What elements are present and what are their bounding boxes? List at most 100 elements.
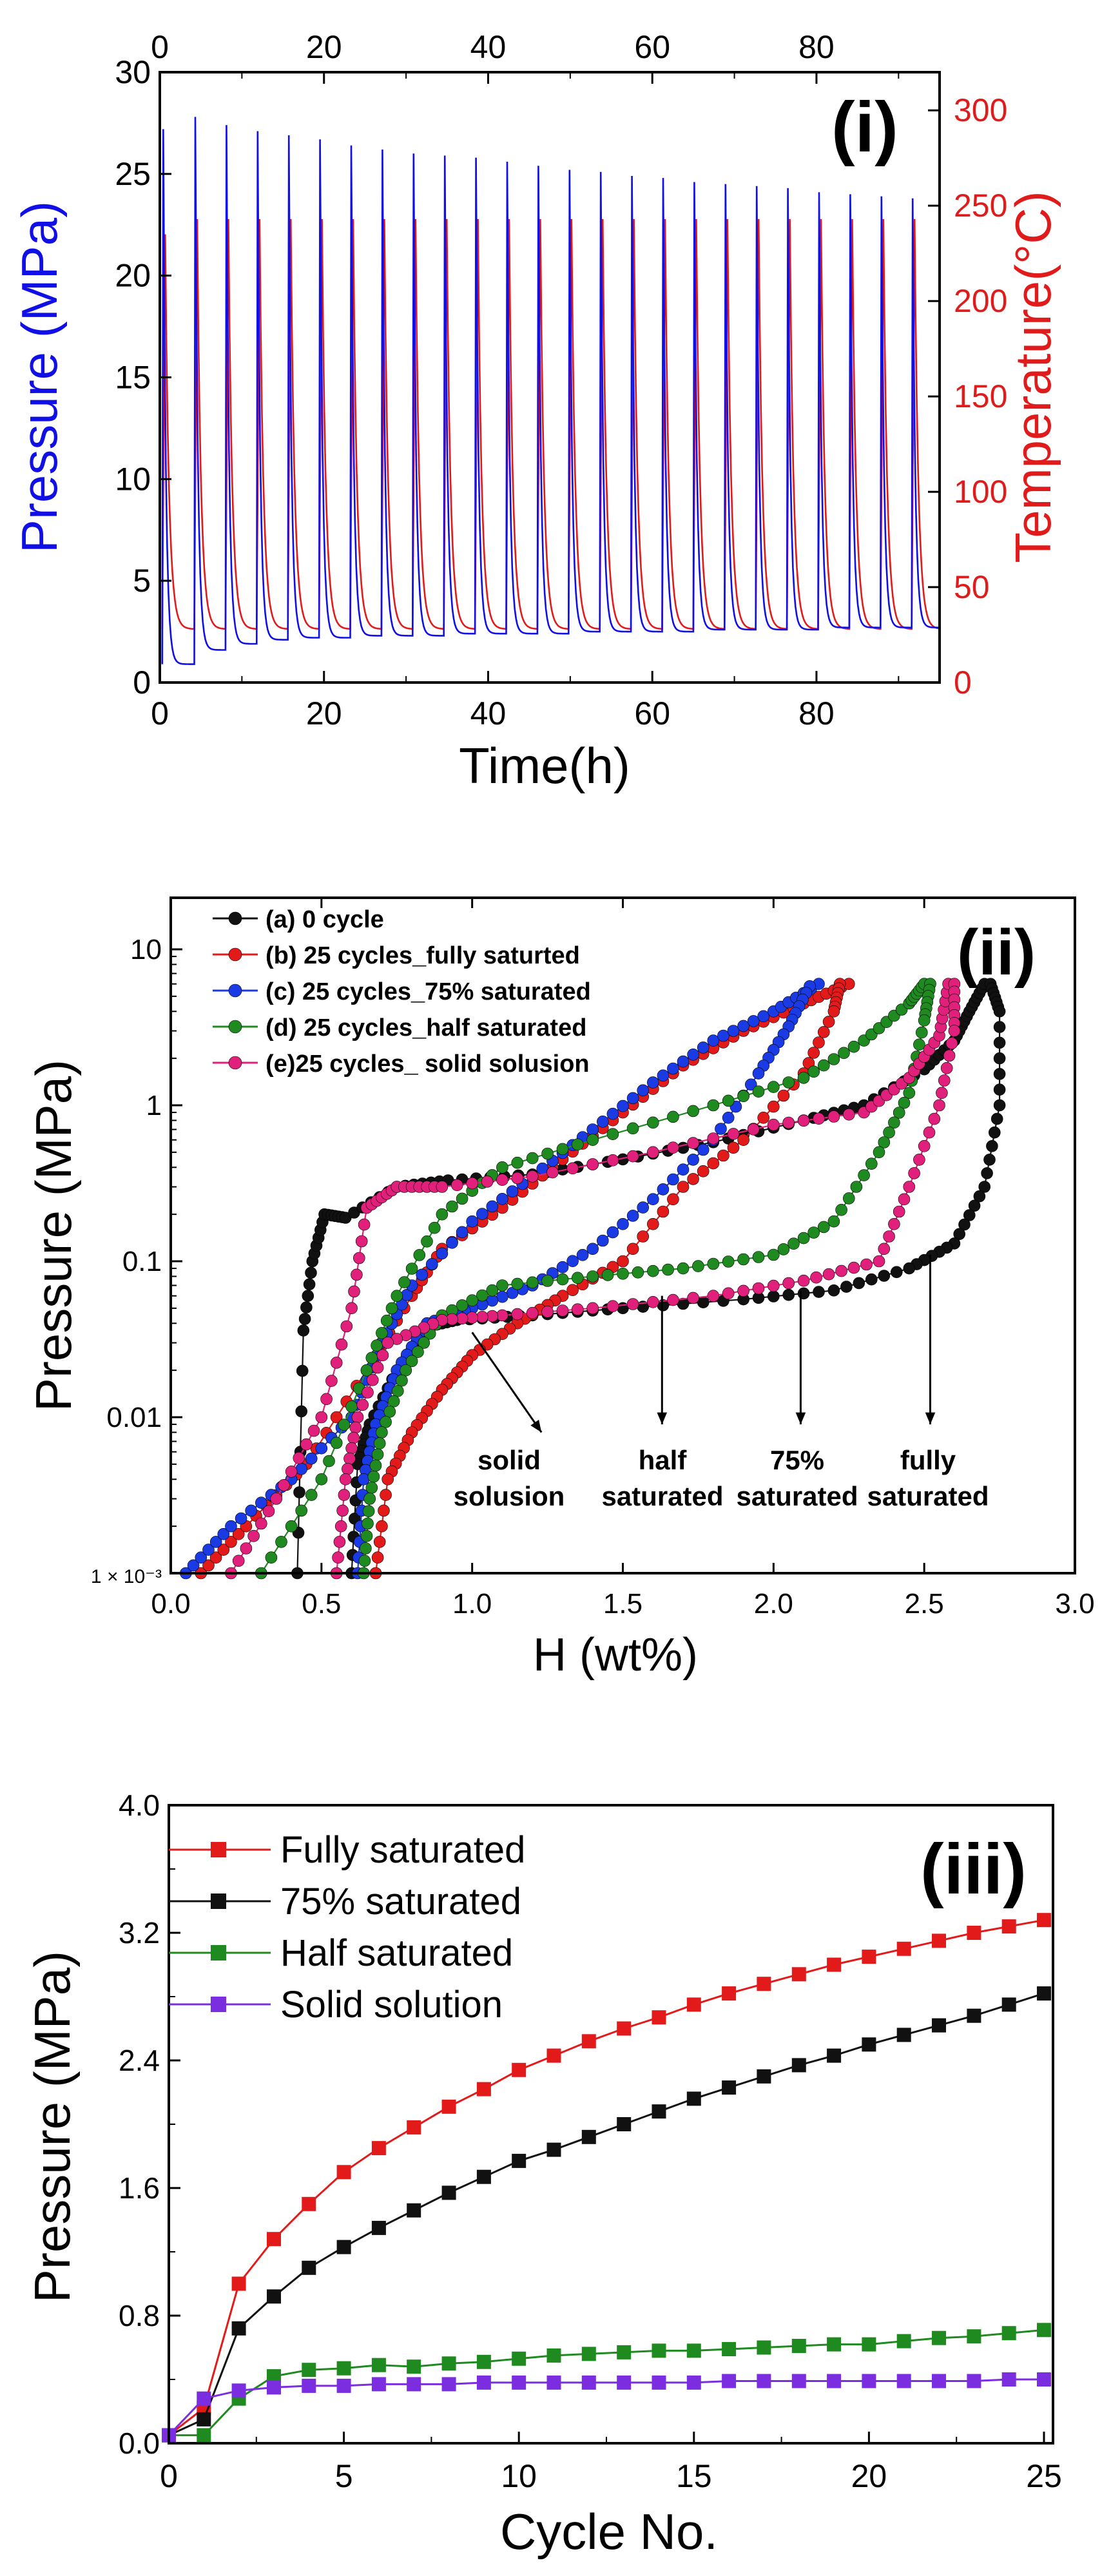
panel-i-axes: 0020204040606080800510152025300501001502… bbox=[115, 29, 1007, 731]
data-point bbox=[351, 1268, 363, 1281]
series-3 bbox=[255, 978, 936, 1580]
data-point bbox=[391, 1290, 403, 1302]
data-point bbox=[232, 1554, 245, 1567]
data-point bbox=[898, 1193, 911, 1206]
data-point bbox=[606, 1154, 619, 1167]
data-point bbox=[967, 1926, 981, 1940]
data-point bbox=[315, 1442, 328, 1455]
data-point bbox=[797, 1287, 810, 1300]
x-tick-label-bottom: 0 bbox=[151, 695, 169, 731]
data-point bbox=[752, 1067, 765, 1080]
data-point bbox=[506, 1185, 519, 1197]
data-point bbox=[232, 1528, 245, 1540]
data-point bbox=[657, 1069, 670, 1082]
data-point bbox=[677, 1181, 690, 1193]
data-point bbox=[496, 1309, 508, 1322]
data-point bbox=[285, 1466, 298, 1478]
data-point bbox=[387, 1395, 400, 1408]
data-point bbox=[827, 1053, 840, 1065]
data-point bbox=[843, 1109, 855, 1121]
legend-label: (d) 25 cycles_half saturated bbox=[266, 1014, 586, 1041]
data-point bbox=[382, 1473, 394, 1486]
data-point bbox=[617, 2021, 632, 2036]
data-point bbox=[338, 1419, 351, 1431]
data-point bbox=[626, 1243, 639, 1255]
data-point bbox=[626, 1298, 639, 1310]
panel-iii-axes: 0 5 10 15 20 25 0.0 0.8 1.6 2.4 3.2 4.0 bbox=[119, 1788, 1062, 2494]
data-point bbox=[581, 2375, 596, 2390]
data-point bbox=[782, 1076, 795, 1089]
data-point bbox=[380, 1314, 393, 1327]
legend-marker bbox=[211, 1997, 226, 2012]
data-point bbox=[687, 1137, 699, 1149]
data-point bbox=[978, 1181, 990, 1193]
x-tick-label-bottom: 40 bbox=[470, 695, 507, 731]
data-point bbox=[835, 1204, 847, 1216]
legend-label: (e)25 cycles_ solid solusion bbox=[266, 1051, 590, 1078]
annotation-arrow bbox=[471, 1332, 543, 1433]
data-point bbox=[586, 1302, 599, 1315]
data-point bbox=[810, 1271, 822, 1284]
data-point bbox=[428, 1221, 441, 1234]
data-point bbox=[918, 1140, 931, 1152]
series-line bbox=[168, 1992, 1045, 2436]
data-point bbox=[362, 1505, 375, 1518]
data-point bbox=[586, 1243, 599, 1255]
data-point bbox=[993, 1083, 1006, 1096]
data-point bbox=[476, 2375, 491, 2390]
panel-ii: 0.0 0.5 1.0 1.5 2.0 2.5 3.01 × 10⁻³0.010.1110 … bbox=[25, 896, 1095, 1681]
data-point bbox=[512, 2351, 527, 2366]
data-point bbox=[486, 1284, 499, 1297]
y-tick-label: 0 bbox=[133, 664, 151, 701]
data-point bbox=[667, 1110, 679, 1123]
x-tick-label: 1.5 bbox=[603, 1588, 642, 1620]
data-point bbox=[476, 1289, 488, 1302]
data-point bbox=[878, 1243, 891, 1255]
data-point bbox=[862, 1950, 876, 1964]
data-point bbox=[255, 1517, 267, 1530]
data-point bbox=[932, 2330, 946, 2345]
data-point bbox=[646, 1076, 659, 1089]
x-tick-label-top: 0 bbox=[151, 29, 169, 65]
data-point bbox=[626, 1092, 639, 1105]
data-point bbox=[626, 1122, 639, 1135]
panel-i-x-axis-label: Time(h) bbox=[459, 737, 630, 794]
data-point bbox=[847, 1261, 860, 1274]
data-point bbox=[546, 2048, 561, 2063]
data-point bbox=[231, 2321, 246, 2336]
data-point bbox=[862, 2337, 876, 2352]
data-point bbox=[667, 1193, 679, 1206]
data-point bbox=[511, 1172, 524, 1185]
data-point bbox=[293, 1486, 305, 1498]
data-point bbox=[255, 1496, 267, 1509]
data-point bbox=[657, 1205, 670, 1218]
data-point bbox=[278, 1479, 290, 1491]
data-point bbox=[556, 1261, 569, 1273]
data-point bbox=[356, 1399, 369, 1411]
data-point bbox=[336, 2378, 351, 2393]
data-point bbox=[247, 1530, 260, 1542]
data-point bbox=[586, 1134, 599, 1146]
data-point bbox=[933, 1099, 945, 1112]
data-point bbox=[606, 1300, 619, 1312]
data-point bbox=[526, 1152, 539, 1165]
data-point bbox=[371, 2220, 386, 2235]
y2-tick-label: 300 bbox=[954, 92, 1007, 128]
data-point bbox=[378, 1504, 390, 1517]
data-point bbox=[466, 1215, 479, 1228]
data-point bbox=[496, 1174, 508, 1186]
panel-i-y2-axis-label: Temperature(°C) bbox=[1005, 191, 1061, 563]
legend-marker bbox=[228, 947, 242, 962]
data-point bbox=[209, 1536, 222, 1548]
data-point bbox=[405, 1263, 418, 1275]
data-point bbox=[677, 1163, 690, 1176]
data-point bbox=[382, 1337, 394, 1349]
data-point bbox=[571, 1303, 584, 1315]
data-point bbox=[667, 1141, 679, 1154]
data-point bbox=[476, 1311, 488, 1323]
data-point bbox=[1001, 2326, 1016, 2341]
data-point bbox=[267, 2380, 281, 2395]
panel-iii-plot-area bbox=[162, 1913, 1051, 2443]
data-point bbox=[330, 1411, 343, 1424]
